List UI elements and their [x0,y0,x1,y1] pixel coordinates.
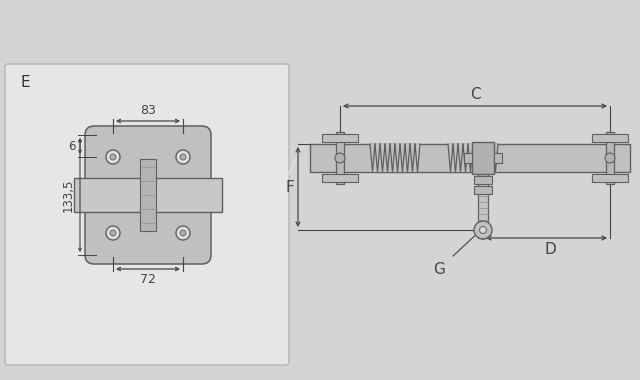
Circle shape [110,154,116,160]
Bar [74,178,222,212]
Circle shape [180,230,186,236]
Bar [474,176,492,184]
Circle shape [335,153,345,163]
Circle shape [110,230,116,236]
Bar [474,186,492,194]
FancyBboxPatch shape [5,64,289,365]
Circle shape [106,150,120,164]
Circle shape [106,226,120,240]
Text: G: G [433,262,445,277]
Text: 83: 83 [140,104,156,117]
Circle shape [176,226,190,240]
Circle shape [474,221,492,239]
Bar [336,132,344,184]
Text: C: C [470,87,480,102]
Text: E: E [20,75,29,90]
Bar [310,144,630,172]
Bar [322,134,358,142]
Bar [472,142,494,174]
Circle shape [176,150,190,164]
Text: D: D [545,242,556,257]
Bar [494,153,502,163]
Text: 133,5: 133,5 [62,178,75,212]
Text: F: F [285,179,294,195]
Bar [592,134,628,142]
Bar [606,132,614,184]
Bar [592,174,628,182]
Circle shape [605,153,615,163]
Bar [464,153,472,163]
FancyBboxPatch shape [85,126,211,264]
Bar [448,144,498,172]
Circle shape [180,154,186,160]
Text: 72: 72 [140,273,156,286]
Bar [322,174,358,182]
Bar [478,174,488,238]
Bar [370,144,420,172]
Bar [140,159,156,231]
Text: 6: 6 [68,139,76,152]
Circle shape [479,226,486,233]
